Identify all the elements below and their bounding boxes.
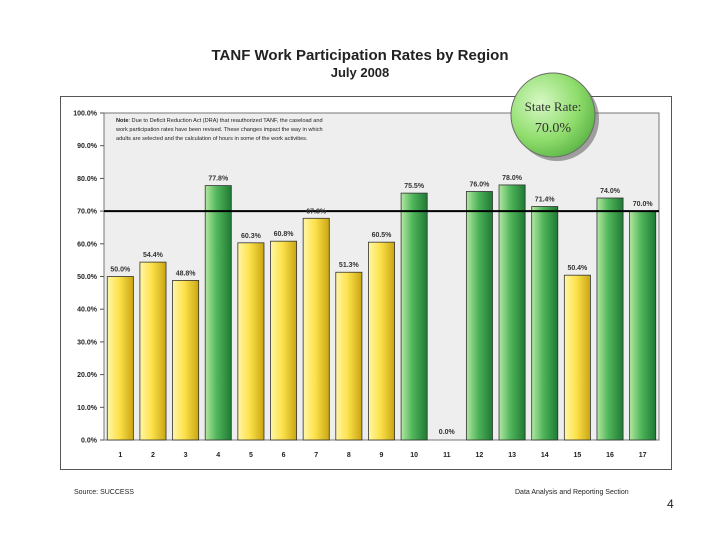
chart-title: TANF Work Participation Rates by Region xyxy=(211,47,509,64)
value-label: 0.0% xyxy=(439,429,456,436)
x-tick-label: 7 xyxy=(314,452,318,459)
value-label: 50.0% xyxy=(110,267,131,274)
bar-region-8 xyxy=(335,271,363,441)
svg-text:Note: Due to Deficit Reduction: Note: Due to Deficit Reduction Act (DRA)… xyxy=(116,118,323,124)
bar-region-3 xyxy=(172,280,200,441)
value-label: 77.8% xyxy=(208,176,229,183)
y-tick-label: 60.0% xyxy=(77,241,98,248)
note-line-2: work participation rates have been revis… xyxy=(115,127,323,133)
bar-region-9 xyxy=(368,241,395,441)
section-credit: Data Analysis and Reporting Section xyxy=(515,489,629,496)
y-tick-label: 80.0% xyxy=(77,176,98,183)
value-label: 70.0% xyxy=(633,201,654,208)
x-tick-label: 12 xyxy=(476,452,484,459)
y-tick-label: 30.0% xyxy=(77,339,98,346)
state-rate-value: 70.0% xyxy=(535,121,572,136)
bar-region-16 xyxy=(596,197,624,441)
x-tick-label: 9 xyxy=(380,452,384,459)
y-axis: 0.0% 10.0% 20.0% 30.0% 40.0% 50.0% 60.0% 70.0% 8… xyxy=(73,111,104,445)
note-box: Note: Due to Deficit Reduction Act (DRA)… xyxy=(115,118,323,142)
x-tick-label: 1 xyxy=(118,452,122,459)
note-line-1: : Due to Deficit Reduction Act (DRA) tha… xyxy=(128,118,322,124)
value-label: 54.4% xyxy=(143,252,164,259)
x-axis: 1 2 3 4 5 6 7 8 9 10 11 12 13 14 15 16 17 xyxy=(118,452,646,459)
y-tick-label: 20.0% xyxy=(77,372,98,379)
value-label: 48.8% xyxy=(176,270,197,277)
value-label: 67.8% xyxy=(306,208,327,215)
value-label: 51.3% xyxy=(339,262,360,269)
value-label: 71.4% xyxy=(535,197,556,204)
value-label: 78.0% xyxy=(502,175,523,182)
x-tick-label: 3 xyxy=(184,452,188,459)
value-label: 50.4% xyxy=(567,265,588,272)
x-tick-label: 10 xyxy=(410,452,418,459)
x-tick-label: 13 xyxy=(508,452,516,459)
value-label: 60.3% xyxy=(241,233,262,240)
y-tick-label: 10.0% xyxy=(77,405,98,412)
x-tick-label: 8 xyxy=(347,452,351,459)
x-tick-label: 5 xyxy=(249,452,253,459)
bar-region-4 xyxy=(204,185,232,441)
state-rate-badge: State Rate: 70.0% xyxy=(510,72,599,161)
note-line-3: adults are selected and the calculation … xyxy=(116,136,308,142)
y-tick-label: 0.0% xyxy=(81,438,98,445)
y-tick-label: 90.0% xyxy=(77,143,98,150)
bar-region-17 xyxy=(629,210,657,441)
value-label: 60.5% xyxy=(372,232,393,239)
x-tick-label: 15 xyxy=(573,452,581,459)
note-label: Note xyxy=(116,118,128,124)
y-tick-label: 70.0% xyxy=(77,209,98,216)
bar-region-15 xyxy=(563,274,591,441)
state-rate-label: State Rate: xyxy=(525,99,582,114)
chart-subtitle: July 2008 xyxy=(330,65,390,80)
x-tick-label: 4 xyxy=(216,452,220,459)
y-tick-label: 50.0% xyxy=(77,274,98,281)
bar-region-7 xyxy=(302,217,330,441)
x-tick-label: 11 xyxy=(443,452,451,459)
bar-region-6 xyxy=(270,240,298,441)
value-labels: 50.0% 54.4% 48.8% 77.8% 60.3% 60.8% 67.8% 51.3%… xyxy=(110,175,653,436)
value-label: 75.5% xyxy=(404,183,425,190)
bar-region-10 xyxy=(400,192,428,441)
x-tick-label: 16 xyxy=(606,452,614,459)
bar-region-14 xyxy=(531,206,559,441)
source-note: Source: SUCCESS xyxy=(74,489,134,496)
bars xyxy=(106,184,657,441)
y-tick-label: 100.0% xyxy=(73,111,98,118)
bar-region-1 xyxy=(106,276,134,441)
bar-region-13 xyxy=(498,184,526,441)
bar-region-12 xyxy=(465,191,493,441)
x-tick-label: 2 xyxy=(151,452,155,459)
x-tick-label: 17 xyxy=(639,452,647,459)
value-label: 76.0% xyxy=(470,181,491,188)
x-tick-label: 14 xyxy=(541,452,549,459)
value-label: 74.0% xyxy=(600,188,621,195)
y-tick-label: 40.0% xyxy=(77,307,98,314)
bar-region-2 xyxy=(139,261,167,441)
x-tick-label: 6 xyxy=(282,452,286,459)
page-number: 4 xyxy=(667,497,674,511)
bar-region-5 xyxy=(237,242,265,441)
value-label: 60.8% xyxy=(274,231,295,238)
